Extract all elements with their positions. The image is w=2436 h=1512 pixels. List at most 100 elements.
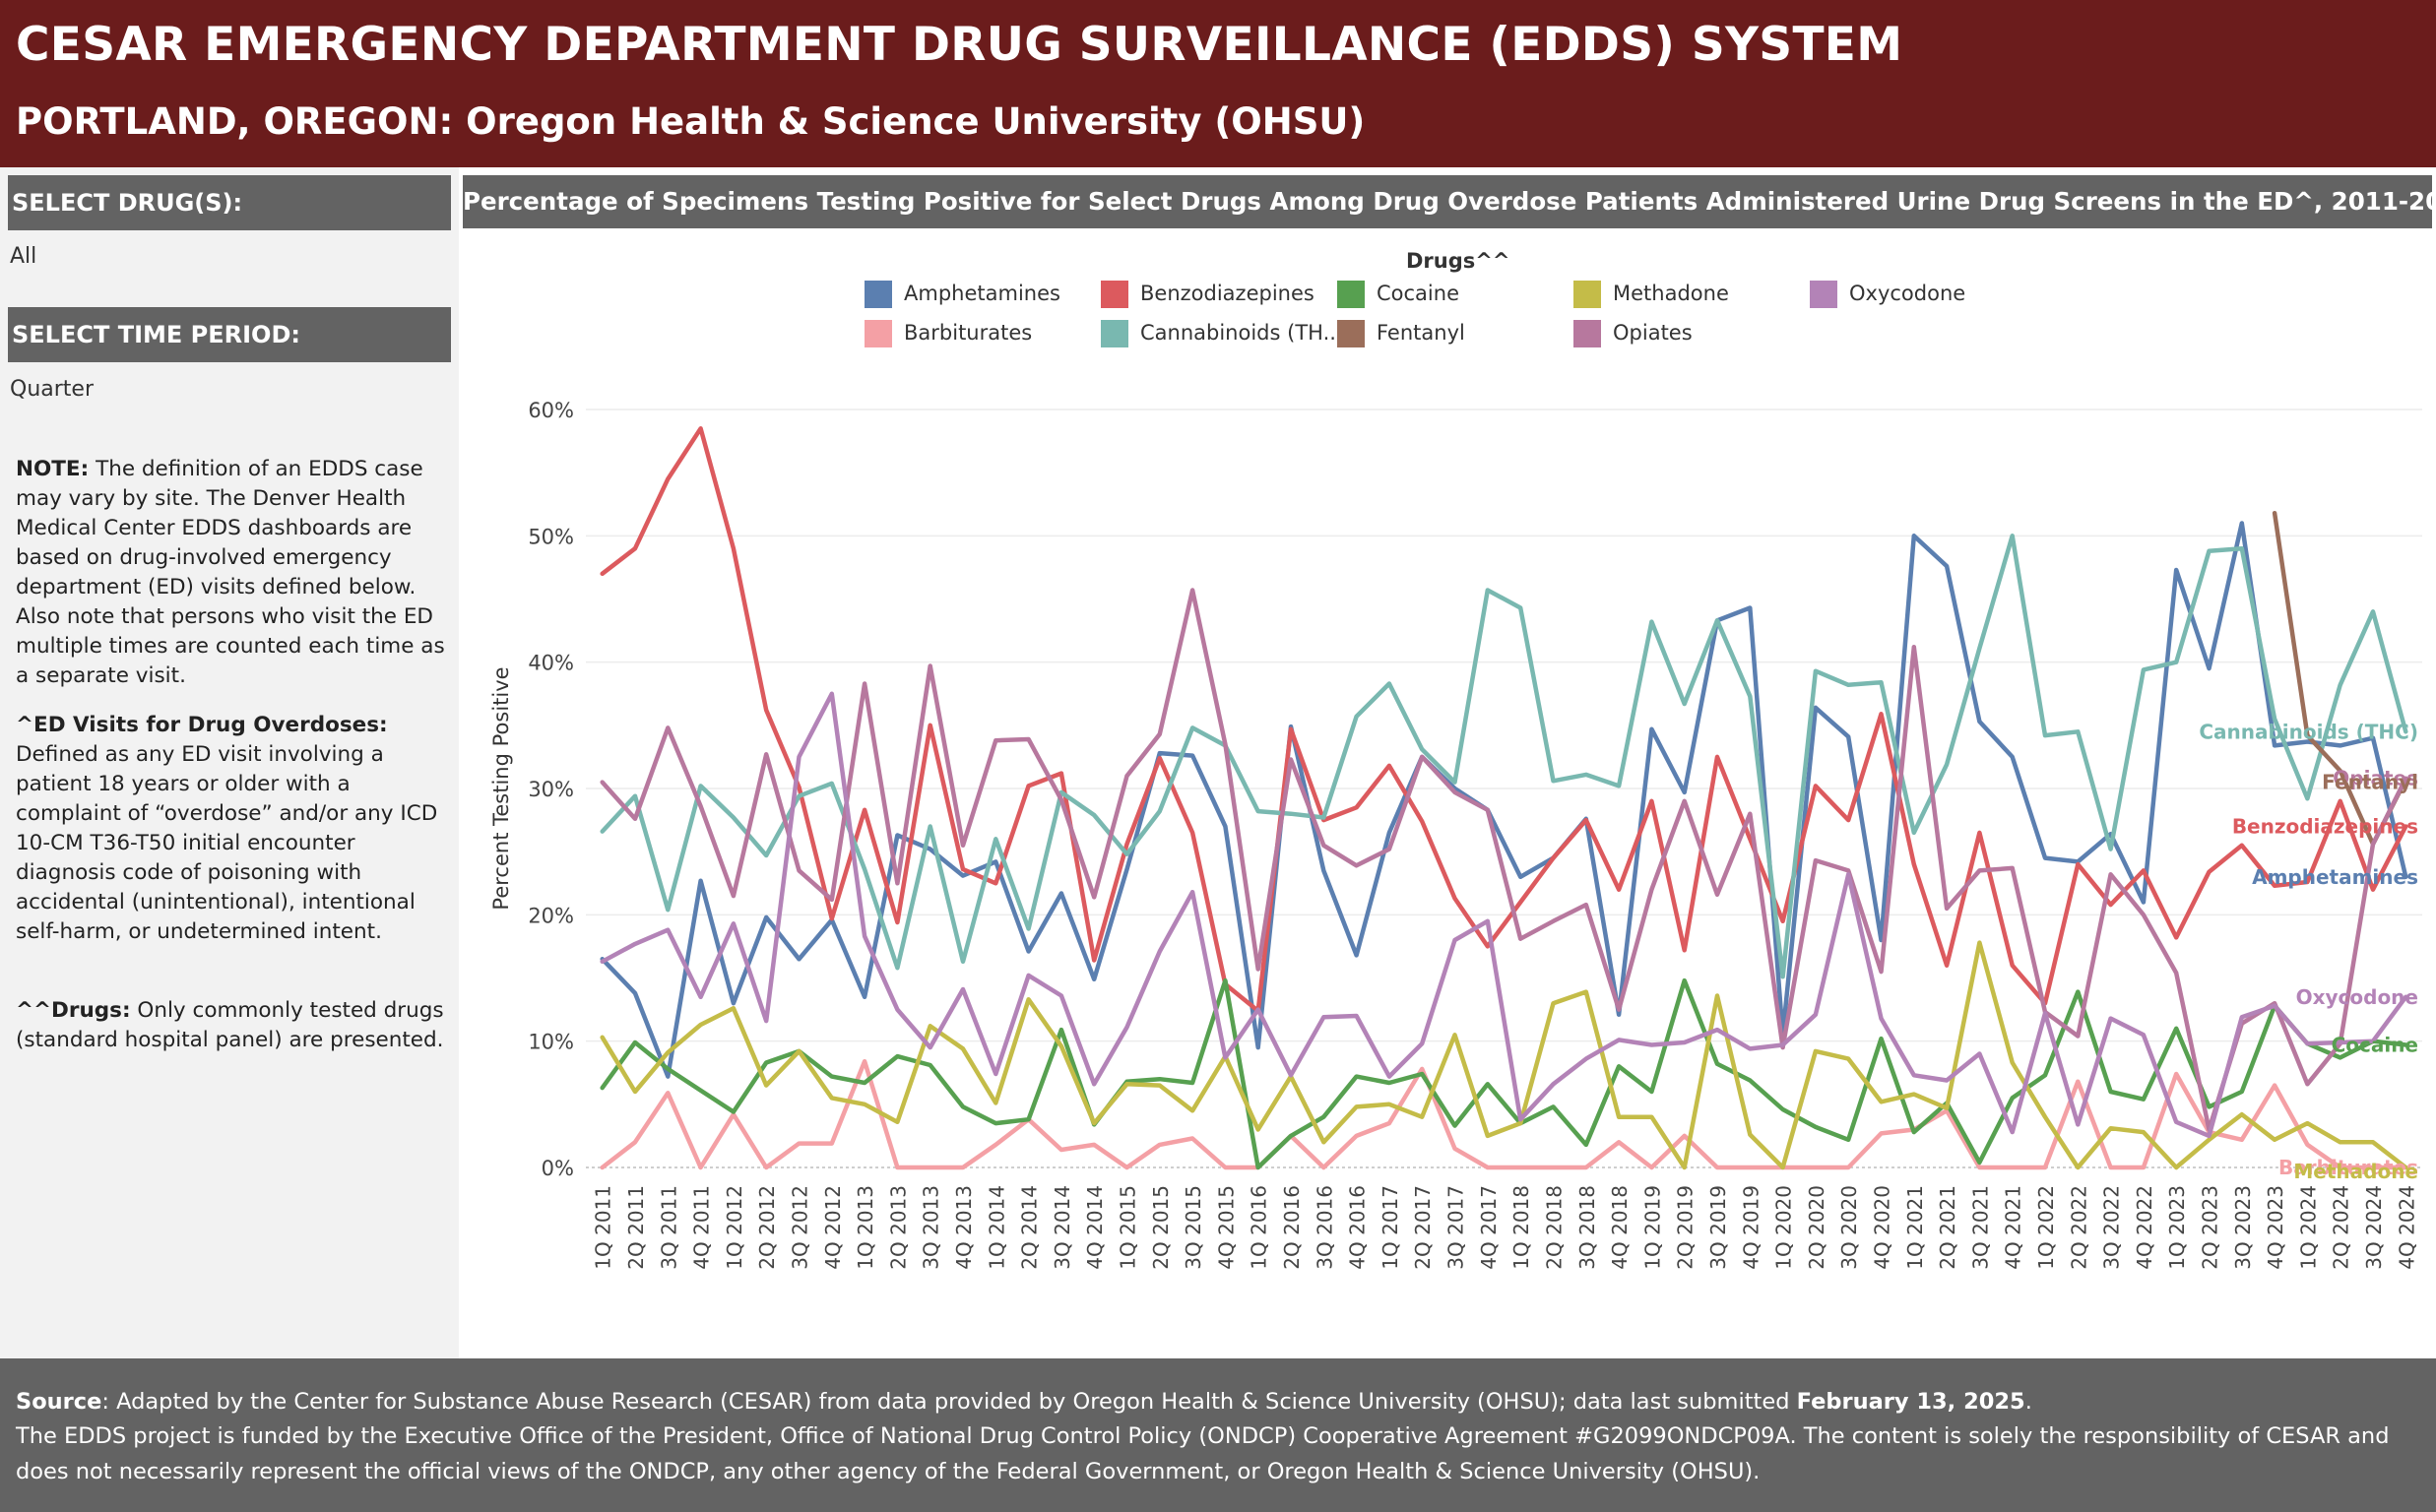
page-header: CESAR EMERGENCY DEPARTMENT DRUG SURVEILL…: [0, 0, 2436, 167]
page-subtitle: PORTLAND, OREGON: Oregon Health & Scienc…: [16, 100, 1366, 143]
source-line: Source: Adapted by the Center for Substa…: [16, 1384, 2032, 1419]
select-drugs-label: SELECT DRUG(S):: [8, 175, 451, 230]
end-label-methadone: Methadone: [2293, 1160, 2418, 1183]
x-tick-label: 2Q 2017: [1411, 1185, 1435, 1270]
series-line-methadone: [600, 940, 2408, 1170]
footer: Source: Adapted by the Center for Substa…: [0, 1358, 2436, 1512]
x-tick-label: 1Q 2021: [1903, 1185, 1927, 1270]
end-label-opiates: Opiates: [2333, 767, 2418, 790]
x-tick-label: 3Q 2014: [1051, 1185, 1074, 1270]
legend-label: Cocaine: [1377, 282, 1459, 305]
x-tick-label: 1Q 2018: [1509, 1185, 1533, 1270]
legend-swatch: [1337, 281, 1365, 308]
x-tick-label: 1Q 2023: [2165, 1185, 2189, 1270]
x-tick-label: 2Q 2018: [1542, 1185, 1566, 1270]
x-tick-label: 2Q 2021: [1936, 1185, 1959, 1270]
x-tick-label: 4Q 2018: [1608, 1185, 1632, 1270]
x-tick-label: 4Q 2016: [1346, 1185, 1370, 1270]
y-tick-label: 40%: [528, 652, 574, 675]
y-tick-label: 10%: [528, 1031, 574, 1054]
legend-label: Cannabinoids (TH..: [1140, 321, 1336, 345]
note-ed-visits: ^ED Visits for Drug Overdoses: Defined a…: [16, 711, 445, 947]
note-text: The definition of an EDDS case may vary …: [16, 457, 445, 688]
series-line-oxycodone: [600, 691, 2408, 1139]
source-end: .: [2024, 1389, 2032, 1415]
x-tick-label: 4Q 2021: [2002, 1185, 2025, 1270]
end-label-oxycodone: Oxycodone: [2296, 985, 2418, 1009]
x-tick-label: 3Q 2024: [2362, 1185, 2386, 1270]
y-tick-label: 30%: [528, 778, 574, 801]
x-tick-label: 4Q 2024: [2395, 1185, 2418, 1270]
y-tick-label: 0%: [542, 1157, 574, 1180]
legend-swatch: [865, 320, 892, 347]
source-date: February 13, 2025: [1796, 1389, 2025, 1415]
end-label-amphetamines: Amphetamines: [2252, 865, 2418, 889]
x-tick-label: 4Q 2013: [952, 1185, 976, 1270]
x-tick-label: 3Q 2019: [1706, 1185, 1730, 1270]
x-tick-label: 1Q 2012: [723, 1185, 746, 1270]
x-tick-label: 4Q 2023: [2264, 1185, 2287, 1270]
x-tick-label: 2Q 2012: [755, 1185, 779, 1270]
x-tick-label: 1Q 2011: [592, 1185, 615, 1270]
x-tick-label: 3Q 2013: [920, 1185, 943, 1270]
page-title: CESAR EMERGENCY DEPARTMENT DRUG SURVEILL…: [16, 18, 1903, 72]
legend-label: Benzodiazepines: [1140, 282, 1314, 305]
series-line-opiates: [600, 588, 2408, 1132]
ed-visits-title: ^ED Visits for Drug Overdoses:: [16, 713, 388, 737]
x-tick-label: 2Q 2016: [1280, 1185, 1304, 1270]
end-label-fentanyl: Fentanyl: [2322, 771, 2418, 794]
funding-text: The EDDS project is funded by the Execut…: [16, 1423, 2390, 1484]
series-line-cocaine: [600, 977, 2408, 1170]
x-tick-label: 3Q 2022: [2100, 1185, 2124, 1270]
x-tick-label: 4Q 2017: [1477, 1185, 1501, 1270]
x-tick-label: 1Q 2020: [1772, 1185, 1796, 1270]
x-tick-label: 4Q 2019: [1739, 1185, 1763, 1270]
x-tick-label: 1Q 2019: [1640, 1185, 1664, 1270]
x-tick-label: 3Q 2021: [1968, 1185, 1992, 1270]
end-label-barbiturates: Barbiturates: [2278, 1156, 2418, 1179]
x-tick-label: 1Q 2015: [1117, 1185, 1140, 1270]
x-tick-label: 2Q 2019: [1674, 1185, 1698, 1270]
legend-label: Opiates: [1613, 321, 1693, 345]
legend-label: Fentanyl: [1377, 321, 1465, 345]
x-tick-label: 4Q 2012: [821, 1185, 845, 1270]
select-time-period-dropdown[interactable]: Quarter: [10, 377, 94, 402]
drugs-note-text: Only commonly tested drugs (standard hos…: [16, 998, 444, 1052]
legend-label: Oxycodone: [1849, 282, 1966, 305]
source-label: Source: [16, 1389, 102, 1415]
select-drugs-dropdown[interactable]: All: [10, 244, 37, 269]
chart-title: Percentage of Specimens Testing Positive…: [463, 175, 2432, 228]
legend-swatch: [1101, 281, 1128, 308]
y-tick-label: 20%: [528, 904, 574, 927]
legend-title: Drugs^^: [1406, 249, 1510, 273]
x-tick-label: 3Q 2018: [1575, 1185, 1599, 1270]
x-tick-label: 1Q 2014: [985, 1185, 1008, 1270]
x-tick-label: 3Q 2020: [1837, 1185, 1861, 1270]
y-axis-label: Percent Testing Positive: [489, 666, 513, 910]
drugs-note-title: ^^Drugs:: [16, 998, 131, 1023]
x-tick-label: 4Q 2015: [1214, 1185, 1238, 1270]
x-tick-label: 4Q 2011: [690, 1185, 714, 1270]
end-label-benzodiazepines: Benzodiazepines: [2232, 815, 2418, 839]
ed-visits-text: Defined as any ED visit involving a pati…: [16, 742, 438, 944]
filter-sidebar: SELECT DRUG(S): All SELECT TIME PERIOD: …: [0, 167, 459, 1358]
end-label-cannabinoids-thc-: Cannabinoids (THC): [2199, 720, 2418, 743]
x-tick-label: 2Q 2020: [1805, 1185, 1828, 1270]
x-tick-label: 3Q 2017: [1444, 1185, 1468, 1270]
x-tick-label: 1Q 2016: [1248, 1185, 1271, 1270]
legend-label: Methadone: [1613, 282, 1729, 305]
x-tick-label: 2Q 2014: [1018, 1185, 1042, 1270]
x-tick-label: 3Q 2011: [657, 1185, 680, 1270]
legend-swatch: [1573, 320, 1601, 347]
note-definition: NOTE: The definition of an EDDS case may…: [16, 455, 445, 691]
x-tick-label: 3Q 2012: [788, 1185, 811, 1270]
select-time-period-label: SELECT TIME PERIOD:: [8, 307, 451, 362]
x-tick-label: 2Q 2015: [1149, 1185, 1173, 1270]
line-chart: 0% 10% 20% 30% 40% 50% 60% Percent Testing Posi…: [489, 399, 2422, 1270]
x-tick-label: 1Q 2024: [2296, 1185, 2320, 1270]
x-tick-label: 2Q 2024: [2330, 1185, 2353, 1270]
legend-label: Amphetamines: [904, 282, 1060, 305]
source-text: : Adapted by the Center for Substance Ab…: [101, 1389, 1797, 1415]
x-tick-label: 4Q 2020: [1870, 1185, 1893, 1270]
note-title: NOTE:: [16, 457, 90, 481]
